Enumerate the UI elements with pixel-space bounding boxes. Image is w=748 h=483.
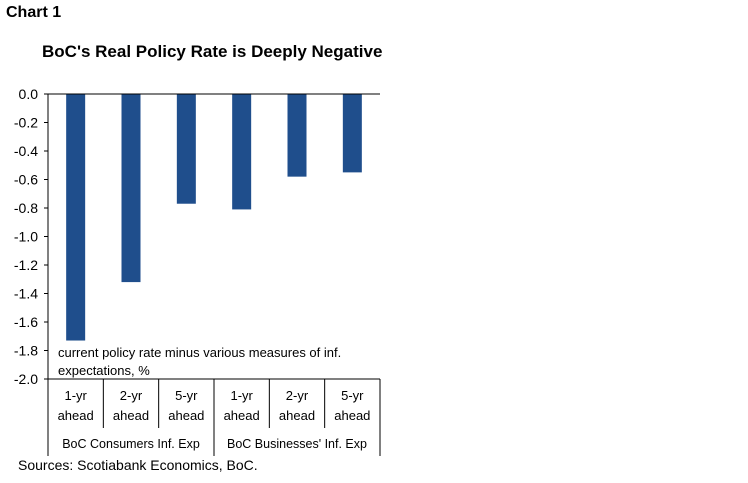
category-label: ahead: [58, 408, 94, 423]
category-label: ahead: [224, 408, 260, 423]
annotation-line: expectations, %: [58, 363, 150, 378]
category-label: 2-yr: [286, 388, 309, 403]
group-label: BoC Consumers Inf. Exp: [62, 437, 200, 451]
bar: [287, 94, 307, 177]
bar: [342, 94, 362, 173]
y-axis: 0.0 -0.2 -0.4 -0.6 -0.8 -1.0 -1.2 -1.4 -1.6 -1.8 -…: [14, 86, 49, 387]
chart-annotation: current policy rate minus various measur…: [58, 345, 341, 378]
annotation-line: current policy rate minus various measur…: [58, 345, 341, 360]
y-tick-label: -0.6: [14, 172, 38, 188]
chart-number-label: Chart 1: [6, 4, 62, 21]
category-label: ahead: [279, 408, 315, 423]
source-note: Sources: Scotiabank Economics, BoC.: [18, 457, 258, 473]
bar: [66, 94, 86, 341]
x-axis: 1-yr ahead 2-yr ahead 5-yr ahead 1-yr ahead 2-yr…: [47, 93, 381, 456]
y-tick-label: -0.4: [14, 143, 38, 159]
y-tick-label: 0.0: [19, 86, 39, 102]
group-label: BoC Businesses' Inf. Exp: [227, 437, 367, 451]
y-tick-label: -1.6: [14, 314, 38, 330]
category-label: 1-yr: [64, 388, 87, 403]
chart-title: BoC's Real Policy Rate is Deeply Negativ…: [42, 42, 383, 61]
bar: [176, 94, 196, 204]
category-label: ahead: [334, 408, 370, 423]
category-label: ahead: [168, 408, 204, 423]
y-tick-label: -2.0: [14, 371, 38, 387]
category-label: 1-yr: [230, 388, 253, 403]
category-label: 2-yr: [120, 388, 143, 403]
bars: [66, 94, 362, 341]
category-label: ahead: [113, 408, 149, 423]
bar: [232, 94, 252, 210]
y-tick-label: -1.8: [14, 343, 38, 359]
y-tick-label: -1.2: [14, 257, 38, 273]
category-label: 5-yr: [341, 388, 364, 403]
y-tick-label: -1.0: [14, 229, 38, 245]
bar: [121, 94, 141, 283]
y-tick-label: -0.2: [14, 115, 38, 131]
category-label: 5-yr: [175, 388, 198, 403]
y-tick-label: -0.8: [14, 200, 38, 216]
y-tick-label: -1.4: [14, 286, 38, 302]
